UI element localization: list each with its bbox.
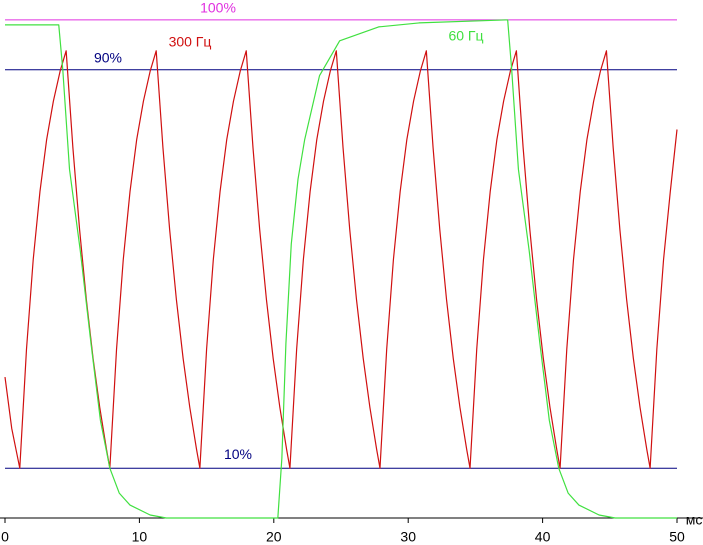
x-tick-label: 40 xyxy=(535,529,551,545)
reference-label: 90% xyxy=(94,49,122,65)
x-tick-label: 20 xyxy=(266,529,282,545)
reference-label: 10% xyxy=(224,446,252,462)
x-tick-label: 30 xyxy=(400,529,416,545)
x-tick-label: 0 xyxy=(1,529,9,545)
series-line xyxy=(4,50,678,469)
reference-label: 100% xyxy=(200,0,236,16)
series-label: 300 Гц xyxy=(169,34,212,50)
x-axis-label: мс xyxy=(686,512,703,528)
series-label: 60 Гц xyxy=(448,28,483,44)
x-tick-label: 10 xyxy=(132,529,148,545)
x-tick-label: 50 xyxy=(669,529,685,545)
series-line xyxy=(5,19,677,519)
